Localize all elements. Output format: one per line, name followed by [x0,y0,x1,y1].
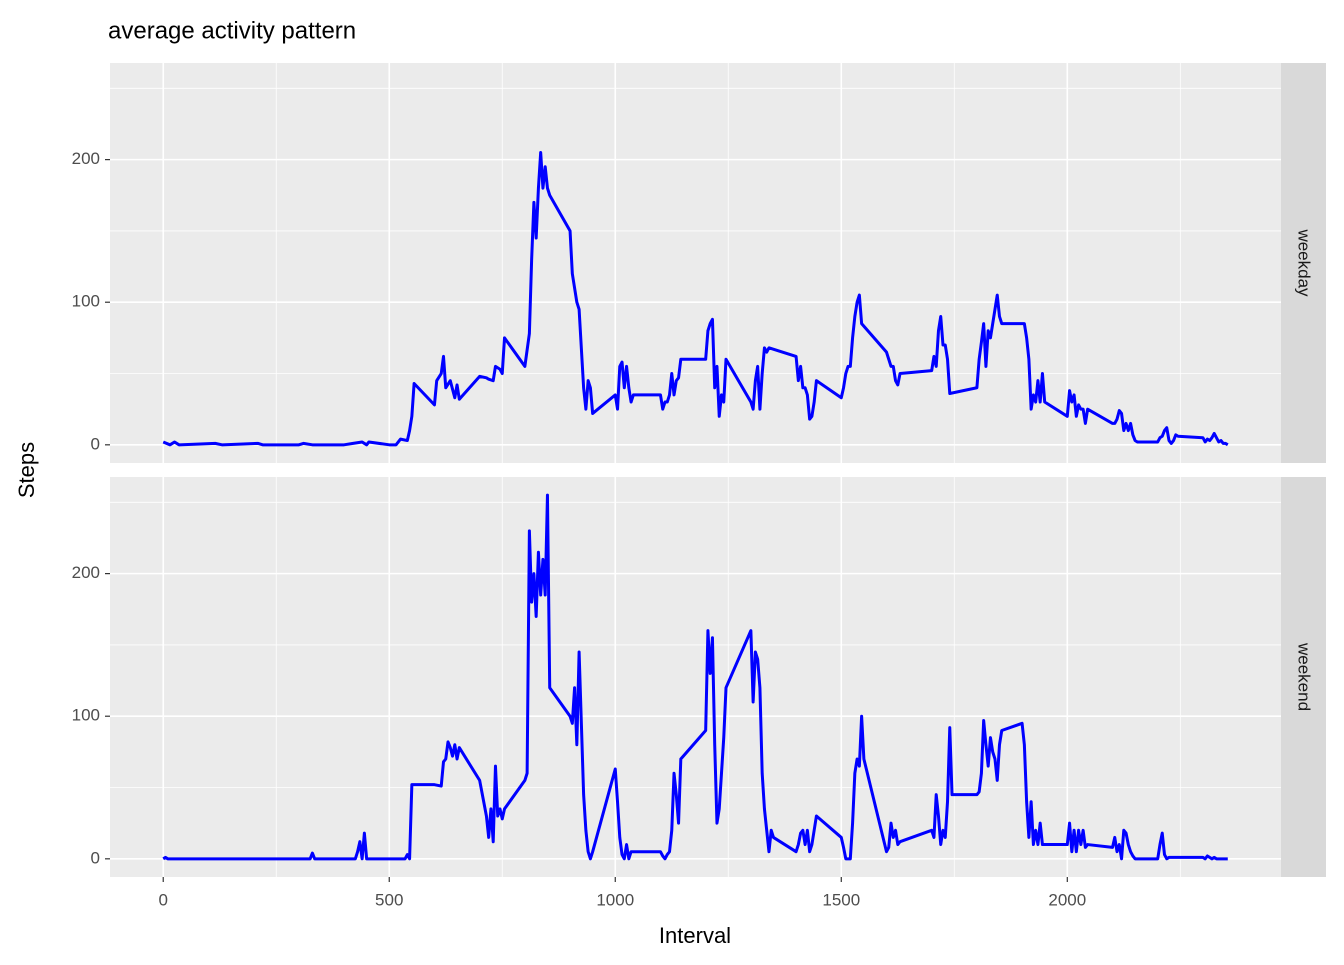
y-tick-label: 0 [91,848,100,867]
x-tick-label: 0 [158,890,167,909]
series-line [162,493,1228,861]
facet-label: weekend [1295,642,1314,711]
facet-strip [1281,477,1326,877]
panel-background [110,63,1281,463]
y-tick-label: 100 [72,706,100,725]
x-tick-label: 1500 [822,890,860,909]
x-tick-label: 1000 [596,890,634,909]
y-tick-label: 100 [72,292,100,311]
x-tick-label: 2000 [1048,890,1086,909]
y-tick-label: 200 [72,149,100,168]
facet-strip [1281,63,1326,463]
chart-title: average activity pattern [108,17,356,44]
facet-label: weekday [1295,228,1314,297]
x-axis-label: Interval [659,923,731,948]
x-tick-label: 500 [375,890,403,909]
panel-background [110,477,1281,877]
y-tick-label: 0 [91,434,100,453]
y-axis-label: Steps [14,442,39,498]
series-line [162,150,1229,447]
y-tick-label: 200 [72,563,100,582]
